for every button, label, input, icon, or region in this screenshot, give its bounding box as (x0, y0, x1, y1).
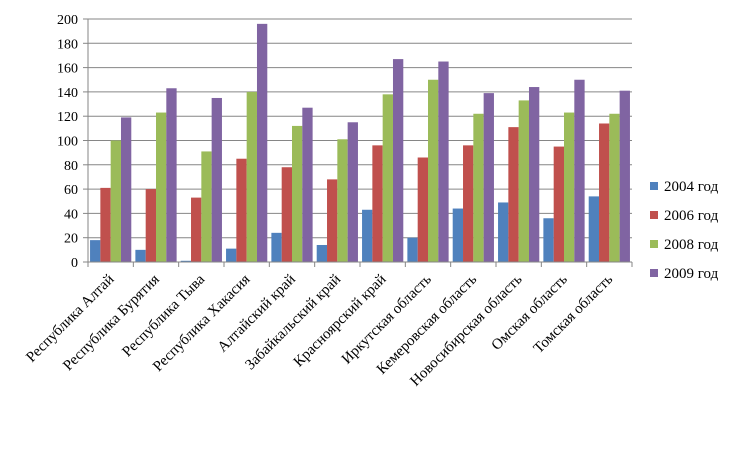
y-tick-label: 120 (57, 110, 78, 125)
bar-2009-год-5 (347, 122, 358, 263)
bar-2008-год-2 (201, 151, 212, 262)
bar-2009-год-3 (256, 23, 268, 262)
bar-2009-год-8 (483, 93, 494, 263)
y-tick-label: 40 (64, 207, 78, 222)
bar-2008-год-1 (156, 112, 167, 263)
legend-label: 2009 год (664, 266, 719, 282)
bar-2004-год-6 (362, 209, 373, 262)
bar-2006-год-2 (191, 197, 202, 262)
y-tick-label: 160 (57, 62, 78, 77)
gridlines (88, 18, 632, 239)
y-tick-label: 200 (57, 13, 78, 28)
x-category-label: Алтайский край (215, 272, 299, 356)
y-tick-label: 60 (64, 183, 78, 198)
bar-2006-год-10 (553, 146, 564, 262)
x-category-label: Республика Тыва (119, 271, 208, 360)
bar-2009-год-11 (619, 90, 630, 262)
bar-2009-год-10 (574, 79, 585, 262)
bar-2008-год-5 (337, 139, 348, 262)
bar-2006-год-8 (463, 145, 474, 262)
bar-2006-год-9 (508, 127, 519, 262)
y-tick-label: 20 (64, 232, 78, 247)
legend-label: 2004 год (664, 179, 719, 195)
bar-2009-год-9 (528, 87, 540, 262)
y-tick-labels: 0 20 40 60 80 100 120 140 160 180 200 (57, 13, 78, 271)
legend-swatch (650, 182, 658, 190)
legend-swatch (650, 269, 658, 277)
bar-2009-год-2 (211, 97, 222, 262)
bar-2008-год-3 (246, 91, 257, 263)
bar-2004-год-1 (135, 249, 146, 262)
legend: 2004 год 2006 год 2008 год 2009 год (650, 179, 719, 282)
y-tick-label: 180 (57, 37, 78, 52)
bar-2006-год-7 (417, 157, 428, 262)
bar-2004-год-9 (498, 202, 509, 262)
bar-2008-год-7 (428, 79, 439, 262)
bar-2008-год-4 (292, 125, 303, 262)
y-tick-label: 140 (57, 86, 78, 101)
y-tick-label: 0 (71, 256, 78, 271)
bar-2009-год-6 (392, 59, 404, 262)
bar-2008-год-6 (382, 94, 393, 262)
bar-2004-год-0 (90, 240, 101, 262)
bar-2009-год-7 (438, 61, 449, 263)
bar-2009-год-0 (120, 117, 132, 262)
bar-2004-год-7 (407, 237, 418, 262)
legend-label: 2008 год (664, 237, 719, 253)
x-category-label: Томская область (531, 271, 616, 356)
bar-2006-год-0 (100, 187, 111, 262)
bar-2004-год-11 (588, 196, 600, 262)
bars (90, 23, 630, 263)
bar-2006-год-6 (372, 145, 383, 262)
bar-2006-год-4 (281, 167, 292, 262)
bar-2008-год-10 (564, 112, 575, 263)
bar-2004-год-3 (226, 248, 237, 262)
bar-2006-год-5 (327, 179, 338, 262)
bar-2004-год-4 (271, 232, 282, 262)
bar-2004-год-2 (180, 260, 192, 262)
bar-2004-год-8 (452, 208, 464, 262)
bar-2004-год-10 (543, 218, 554, 262)
legend-swatch (650, 240, 658, 248)
axes (83, 18, 633, 267)
y-tick-label: 80 (64, 159, 78, 174)
bar-2004-год-5 (316, 244, 328, 262)
bar-2006-год-3 (236, 158, 247, 262)
y-tick-label: 100 (57, 135, 78, 150)
bar-2008-год-11 (609, 113, 620, 263)
legend-swatch (650, 211, 658, 219)
bar-2006-год-11 (599, 123, 610, 263)
legend-label: 2006 год (664, 208, 719, 224)
bar-2009-год-1 (166, 88, 177, 262)
bar-2008-год-8 (473, 113, 484, 263)
bar-2009-год-4 (302, 107, 313, 262)
bar-2008-год-0 (110, 140, 121, 262)
bar-2006-год-1 (145, 189, 156, 262)
bar-2008-год-9 (518, 100, 529, 262)
